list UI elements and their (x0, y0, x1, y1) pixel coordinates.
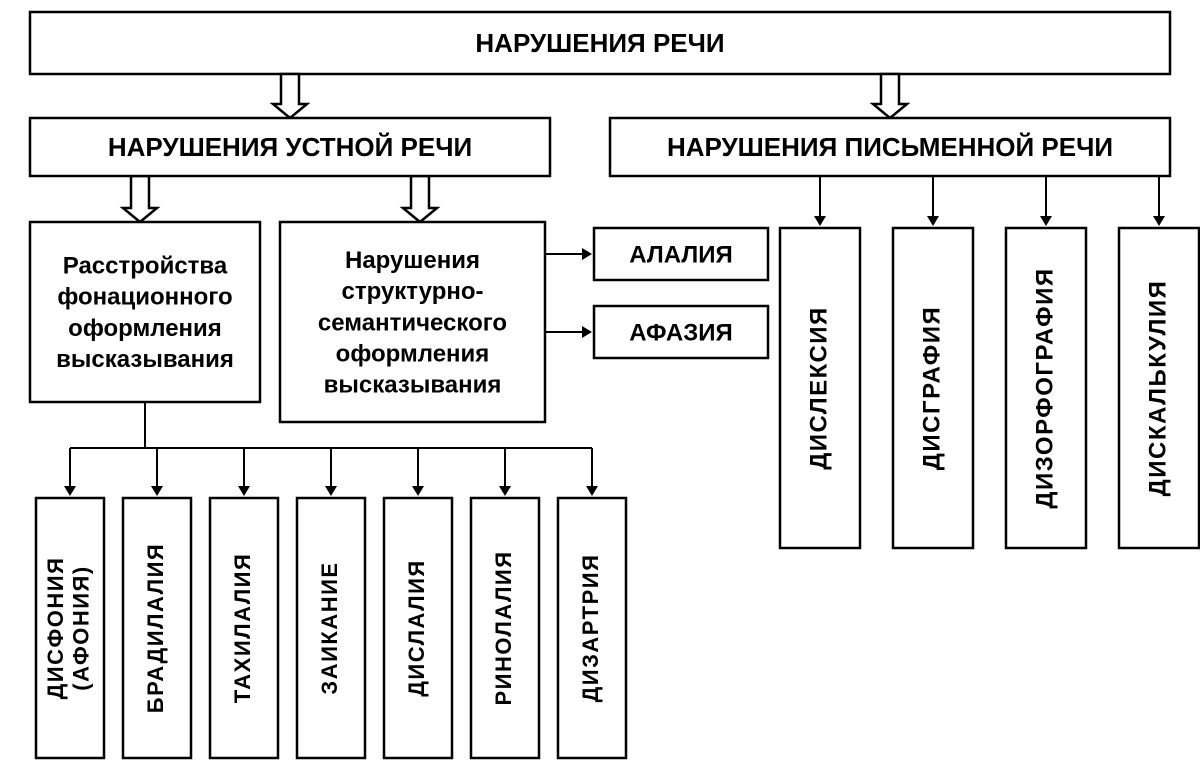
svg-text:ДИЗАРТРИЯ: ДИЗАРТРИЯ (578, 554, 603, 703)
svg-text:ДИСГРАФИЯ: ДИСГРАФИЯ (918, 306, 945, 470)
speech-disorders-diagram: НАРУШЕНИЯ РЕЧИ НАРУШЕНИЯ УСТНОЙ РЕЧИ НАРУШ… (0, 0, 1200, 773)
phonation-disorders-line-2: оформления (68, 315, 222, 342)
phonation-disorders-line-0: Расстройства (63, 253, 228, 280)
svg-text:ДИСФОНИЯ: ДИСФОНИЯ (43, 557, 68, 700)
semantic-disorders-line-3: оформления (336, 341, 490, 368)
semantic-disorders-line-2: семантического (318, 309, 507, 336)
semantic-disorders-line-4: высказывания (324, 372, 502, 399)
root-label: НАРУШЕНИЯ РЕЧИ (475, 28, 724, 58)
svg-text:(АФОНИЯ): (АФОНИЯ) (68, 565, 93, 690)
semantic-disorders-line-1: структурно- (342, 278, 484, 305)
oral-label: НАРУШЕНИЯ УСТНОЙ РЕЧИ (108, 132, 472, 162)
svg-text:БРАДИЛАЛИЯ: БРАДИЛАЛИЯ (143, 543, 168, 713)
phonation-disorders-line-1: фонационного (57, 284, 232, 311)
svg-text:ДИСЛЕКСИЯ: ДИСЛЕКСИЯ (805, 306, 832, 470)
svg-text:ТАХИЛАЛИЯ: ТАХИЛАЛИЯ (230, 553, 255, 704)
phonation-disorders-box (30, 222, 260, 402)
written-label: НАРУШЕНИЯ ПИСЬМЕННОЙ РЕЧИ (667, 132, 1113, 162)
svg-text:ДИСЛАЛИЯ: ДИСЛАЛИЯ (404, 559, 429, 696)
svg-text:ДИСКАЛЬКУЛИЯ: ДИСКАЛЬКУЛИЯ (1144, 280, 1171, 497)
phonation-disorders-line-3: высказывания (56, 346, 234, 373)
semantic-disorders-line-0: Нарушения (345, 247, 480, 274)
semantic-child-0-label: АЛАЛИЯ (629, 241, 732, 268)
svg-text:ДИЗОРФОГРАФИЯ: ДИЗОРФОГРАФИЯ (1031, 267, 1058, 508)
svg-text:ЗАИКАНИЕ: ЗАИКАНИЕ (317, 561, 342, 694)
semantic-child-1-label: АФАЗИЯ (629, 319, 733, 346)
svg-text:РИНОЛАЛИЯ: РИНОЛАЛИЯ (491, 550, 516, 705)
